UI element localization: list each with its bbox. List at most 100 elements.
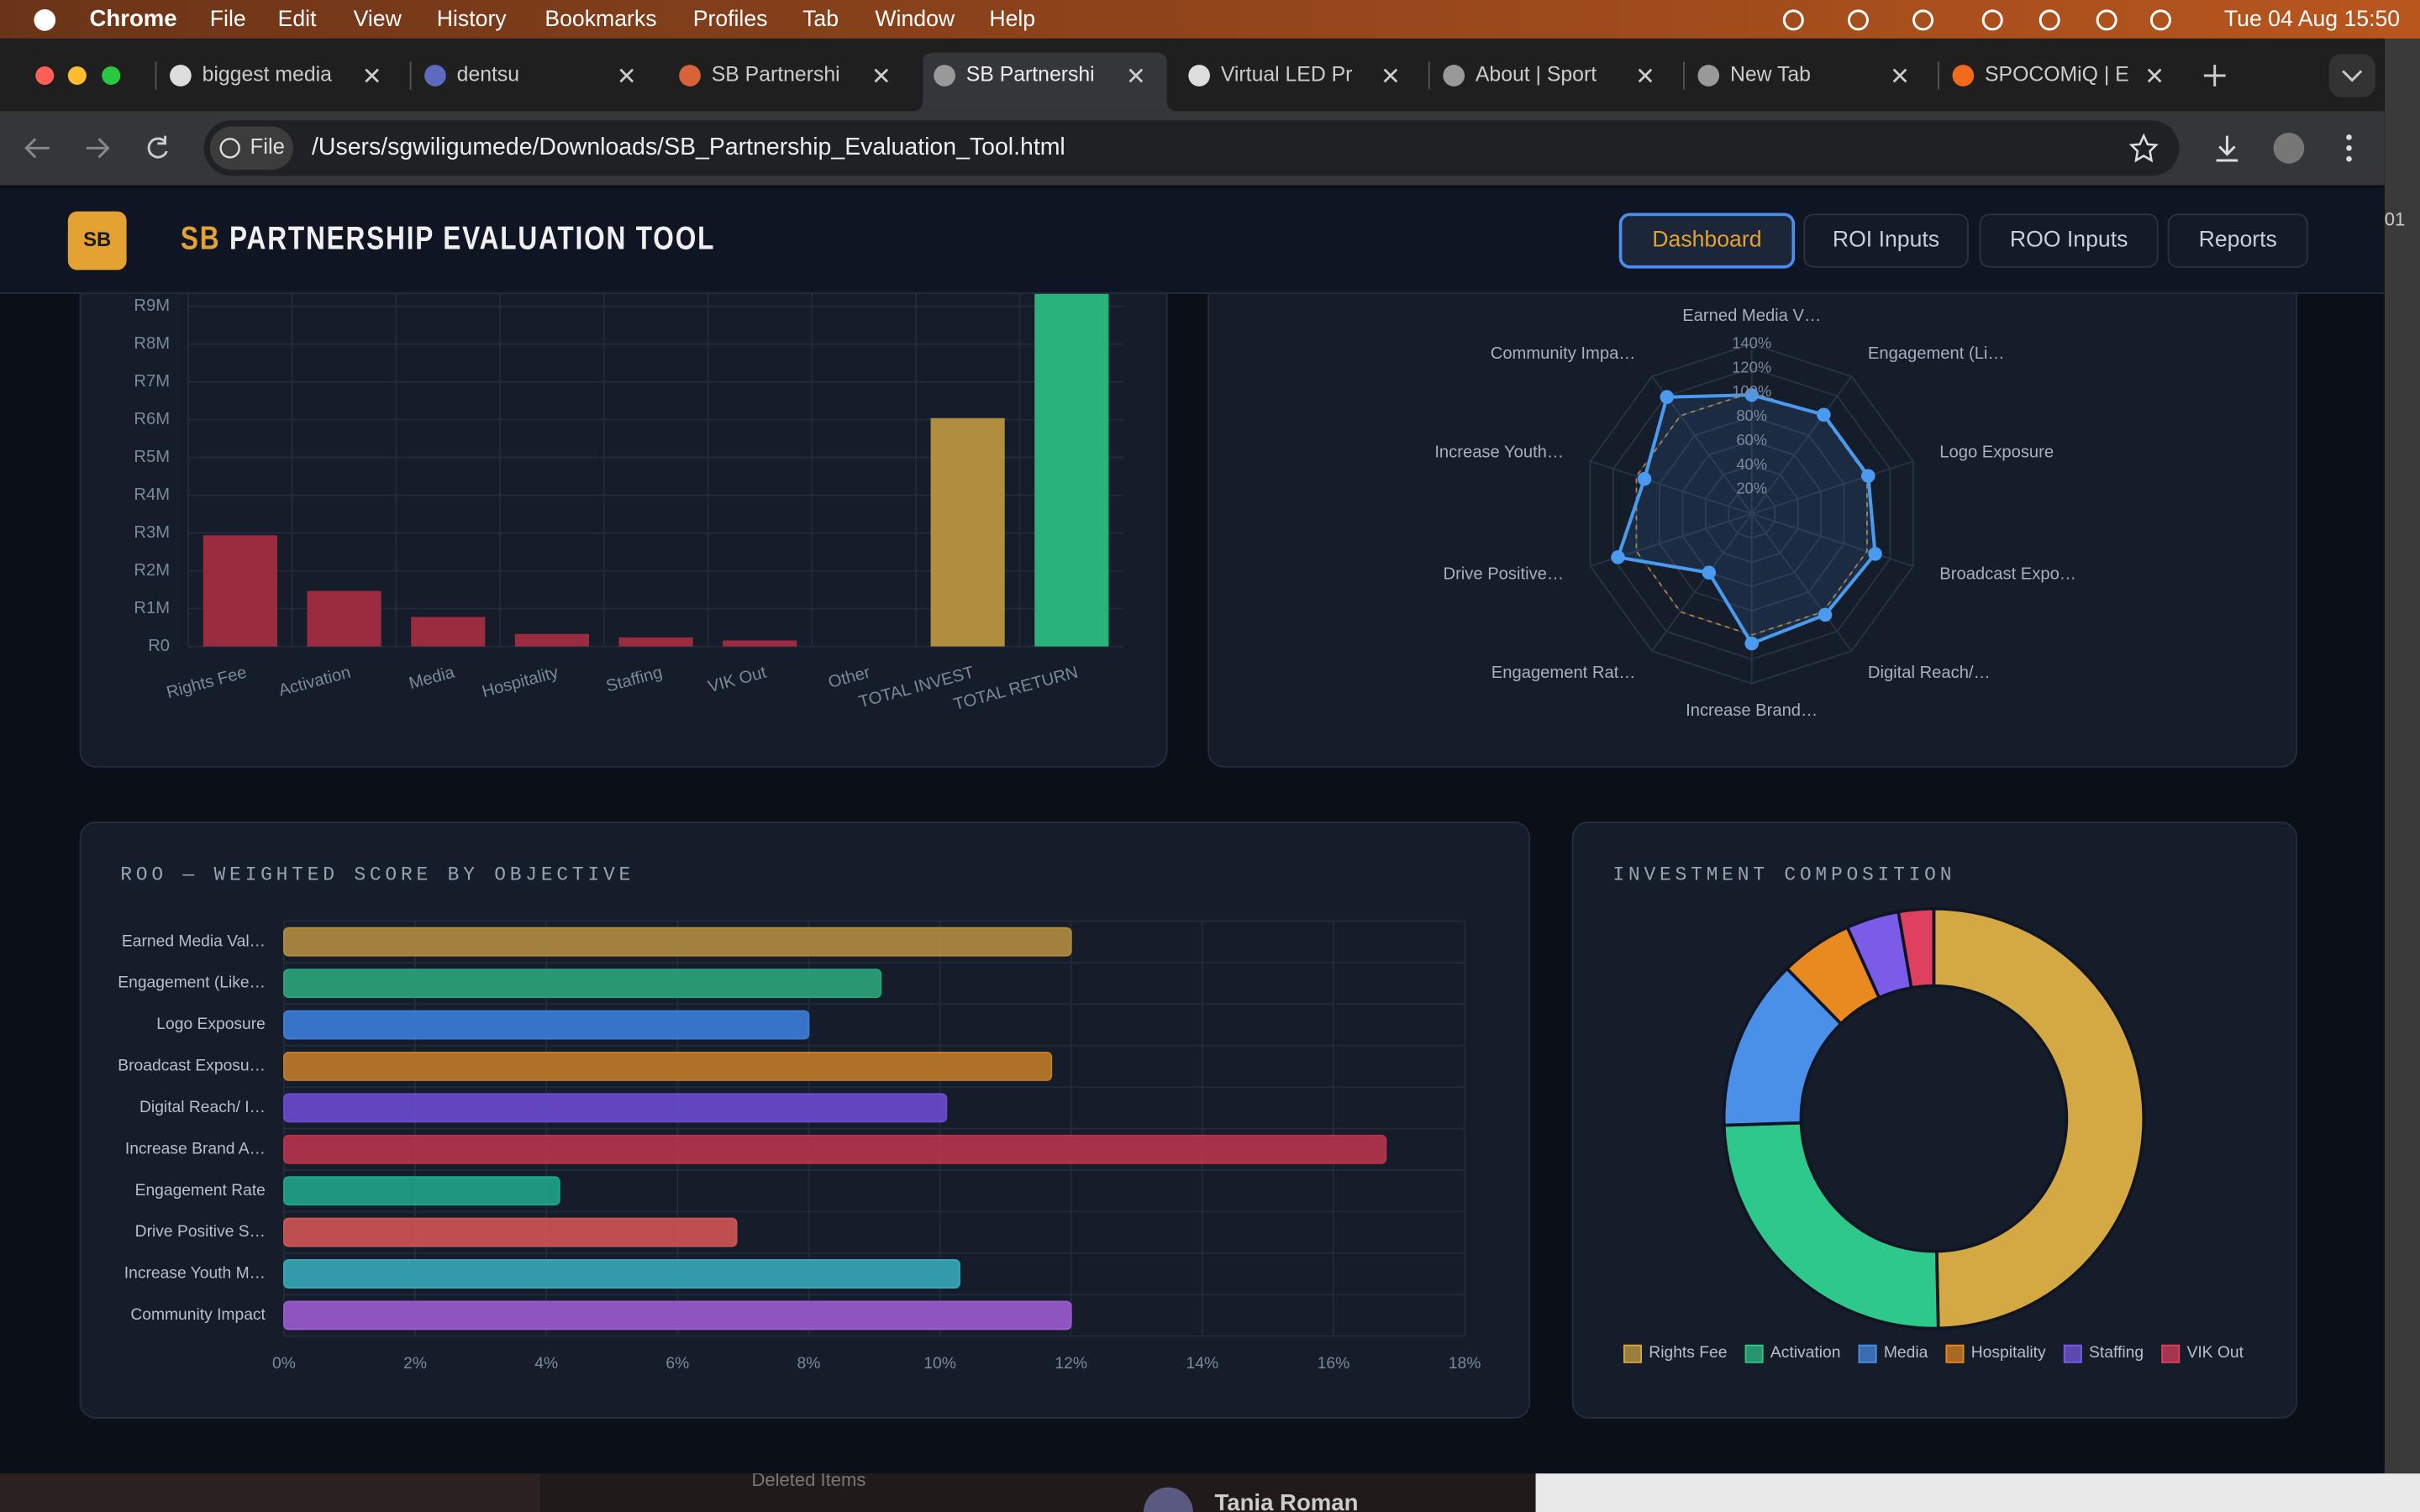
tab-close[interactable]: [1128, 68, 1144, 83]
nav-label[interactable]: ROO Inputs: [2010, 227, 2128, 252]
y-tick-label: Broadcast Exposu…: [118, 1058, 266, 1075]
donut-slice: [1897, 906, 1936, 990]
tab-title[interactable]: About | Sport: [1476, 64, 1597, 87]
tab-close[interactable]: [1383, 68, 1398, 83]
download[interactable]: [2216, 135, 2238, 162]
title-accent: SB: [181, 221, 221, 257]
r-tick-label: 40%: [1736, 455, 1767, 473]
nav-button[interactable]: [1618, 213, 1796, 269]
nav-button[interactable]: [1803, 213, 1969, 268]
bar: [283, 1052, 1053, 1081]
menu-item[interactable]: Help: [989, 6, 1035, 31]
r-tick-label: 100%: [1732, 382, 1771, 400]
menu-item[interactable]: File: [210, 6, 246, 31]
menu-item[interactable]: Edit: [278, 6, 317, 31]
menu-item[interactable]: Bookmarks: [544, 6, 656, 31]
omnibox[interactable]: [203, 120, 2180, 176]
logo-text: SB: [83, 228, 111, 251]
nav-label[interactable]: ROI Inputs: [1833, 227, 1939, 252]
menu-item[interactable]: Window: [875, 6, 955, 31]
menu-dot: [2346, 145, 2352, 151]
legend-label: Rights Fee: [1649, 1344, 1727, 1362]
bar: [1034, 249, 1109, 647]
tab-title[interactable]: Virtual LED Pr: [1221, 64, 1353, 87]
status-icon: [1912, 9, 1934, 31]
spoke: [1750, 513, 1853, 652]
star[interactable]: [2128, 133, 2159, 163]
tab-title[interactable]: SB Partnershi: [712, 64, 840, 87]
x-tick-label: 0%: [272, 1355, 296, 1373]
tab-close[interactable]: [2147, 68, 2162, 83]
menu-item[interactable]: Profiles: [693, 6, 768, 31]
nav-label[interactable]: Reports: [2199, 227, 2277, 252]
legend-swatch: [2161, 1344, 2181, 1363]
x-tick-label: 2%: [403, 1355, 427, 1373]
menu-item[interactable]: Tab: [802, 6, 839, 31]
legend-swatch: [2063, 1344, 2082, 1363]
axis-label: Earned Media V…: [1682, 307, 1821, 325]
traffic-light[interactable]: [35, 66, 55, 86]
title-main: PARTNERSHIP EVALUATION TOOL: [229, 221, 715, 257]
nav-button[interactable]: [1979, 213, 2159, 268]
profile[interactable]: [2273, 132, 2305, 164]
tab-title[interactable]: SB Partnershi: [966, 64, 1095, 87]
tab-close[interactable]: [1892, 68, 1907, 83]
bar: [618, 637, 693, 647]
status-icon: [1847, 9, 1869, 31]
tab-icon: [934, 65, 955, 87]
r-tick-label: 80%: [1736, 407, 1767, 424]
spoke: [1751, 460, 1914, 515]
menu-dot: [2346, 155, 2352, 162]
status-icon: [2039, 9, 2060, 31]
y-tick-label: R0: [148, 637, 170, 655]
axis-label: Logo Exposure: [1939, 443, 2054, 461]
tab-title[interactable]: SPOCOMiQ | E: [1985, 64, 2129, 87]
tab-title[interactable]: dentsu: [457, 64, 519, 87]
active-tab[interactable]: [913, 52, 1176, 112]
legend-swatch: [1623, 1344, 1643, 1363]
y-tick-label: Digital Reach/ I…: [139, 1099, 266, 1116]
legend-label: Staffing: [2089, 1344, 2144, 1362]
chart-title: INVESTMENT COMPOSITION: [1612, 864, 1955, 885]
menu-app[interactable]: Chrome: [90, 5, 177, 31]
y-tick-label: Engagement Rate: [135, 1182, 266, 1200]
tab-search[interactable]: [2328, 54, 2375, 97]
apple-logo: [34, 9, 56, 31]
traffic-light[interactable]: [102, 66, 121, 86]
y-tick-label: R1M: [134, 599, 170, 617]
bar: [283, 1259, 960, 1289]
tab-close[interactable]: [619, 68, 634, 83]
tab-close[interactable]: [365, 68, 379, 83]
status-icon: [2096, 9, 2118, 31]
tab-title[interactable]: biggest media: [203, 64, 333, 87]
tab-close[interactable]: [874, 68, 889, 83]
reload[interactable]: [147, 135, 168, 159]
axis-label: Drive Positive…: [1444, 565, 1565, 584]
traffic-light[interactable]: [67, 66, 87, 86]
tab-title[interactable]: New Tab: [1730, 64, 1811, 87]
legend-swatch: [1744, 1344, 1764, 1363]
bar: [283, 1010, 810, 1040]
y-tick-label: R5M: [134, 448, 170, 466]
bar: [283, 1093, 948, 1123]
new-tab[interactable]: [2203, 65, 2226, 87]
scheme-chip: [209, 126, 293, 171]
menu-item[interactable]: History: [437, 6, 508, 31]
nav-button[interactable]: [2167, 213, 2308, 268]
clock: Tue 04 Aug 15:50: [2224, 6, 2400, 31]
chart-title: ROO — WEIGHTED SCORE BY OBJECTIVE: [120, 864, 634, 885]
nav-label[interactable]: Dashboard: [1652, 227, 1761, 252]
bar: [411, 617, 486, 647]
bar: [283, 927, 1072, 957]
info-icon: [219, 138, 240, 159]
x-tick-label: 16%: [1318, 1355, 1350, 1373]
y-tick-label: R7M: [134, 372, 170, 391]
radar-point: [1702, 565, 1717, 580]
y-tick-label: R2M: [134, 561, 170, 580]
tab-close[interactable]: [1638, 68, 1653, 83]
tab-icon: [1697, 65, 1720, 87]
y-tick-label: Logo Exposure: [156, 1016, 266, 1033]
menu-item[interactable]: View: [354, 6, 402, 31]
tab-icon: [170, 65, 192, 87]
